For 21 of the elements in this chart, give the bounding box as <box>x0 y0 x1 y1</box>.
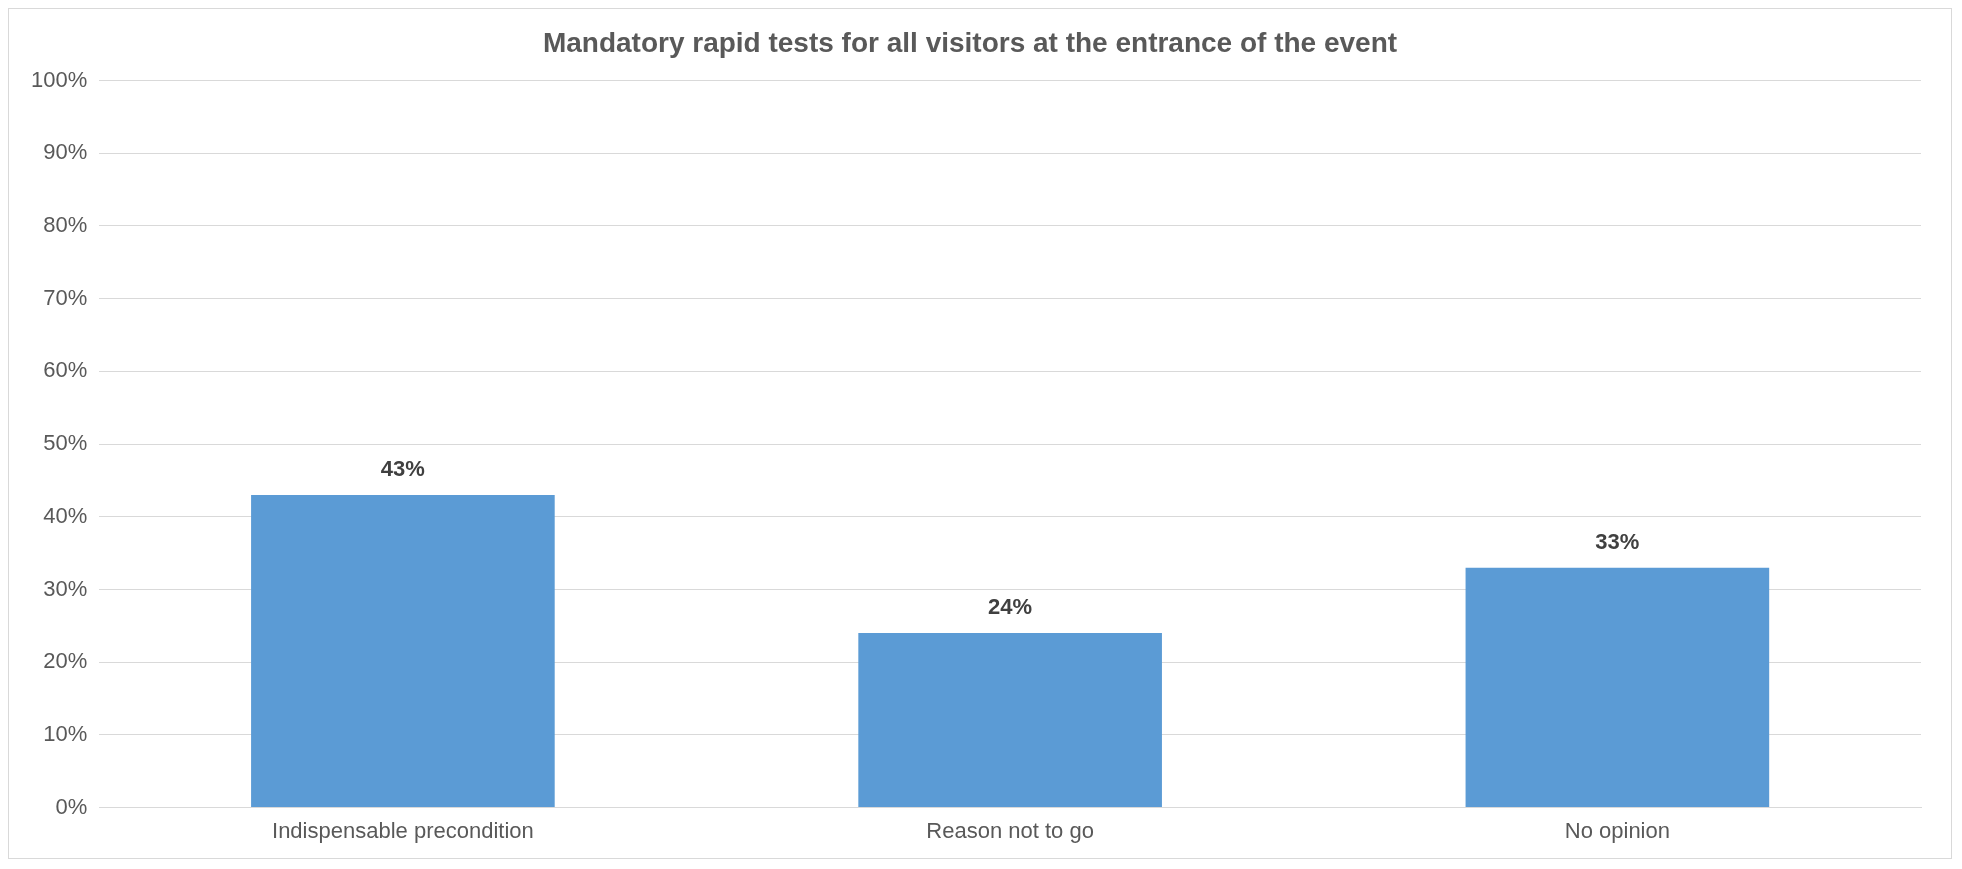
y-tick-label: 50% <box>43 430 88 456</box>
x-tick-label: Reason not to go <box>926 817 1094 843</box>
x-tick-label: Indispensable precondition <box>272 817 534 843</box>
y-tick-label: 80% <box>43 212 88 238</box>
y-tick-label: 60% <box>43 357 88 383</box>
y-tick-label: 40% <box>43 502 88 528</box>
bar <box>858 633 1162 808</box>
y-tick-label: 0% <box>55 793 88 819</box>
bar <box>251 494 555 808</box>
x-tick-label: No opinion <box>1564 817 1670 843</box>
bar <box>1465 567 1770 808</box>
y-tick-label: 70% <box>43 284 88 310</box>
data-label: 33% <box>1595 528 1640 554</box>
y-tick-label: 30% <box>43 575 88 601</box>
y-tick-label: 10% <box>43 720 88 746</box>
y-tick-label: 90% <box>43 139 88 165</box>
y-tick-label: 20% <box>43 648 88 674</box>
data-label: 24% <box>988 594 1033 620</box>
chart-title: Mandatory rapid tests for all visitors at the entrance of the event <box>542 26 1398 58</box>
data-label: 43% <box>380 456 425 482</box>
y-tick-label: 100% <box>30 66 88 92</box>
